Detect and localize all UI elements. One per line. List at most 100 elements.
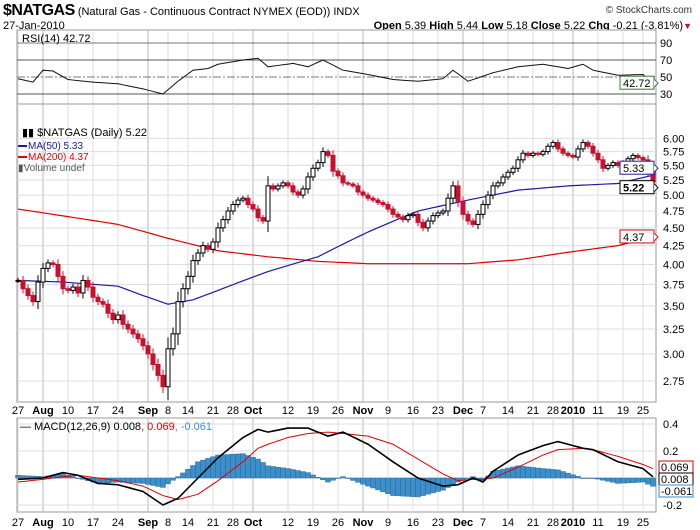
x-tick-label: 19: [307, 517, 319, 529]
x-tick-label: 12: [282, 405, 294, 417]
histogram-bar: [25, 475, 31, 479]
x-tick-label: 7: [480, 517, 486, 529]
candle-body: [335, 170, 341, 177]
candle-body: [410, 213, 416, 217]
candle-body: [430, 215, 436, 222]
candle-body: [95, 296, 101, 303]
histogram-bar: [350, 477, 356, 481]
candle-body: [575, 148, 581, 158]
candle: [170, 327, 176, 356]
candle: [310, 164, 316, 181]
histogram-bar: [295, 470, 301, 479]
candle-body: [60, 275, 66, 290]
candle: [185, 271, 191, 295]
candle-body: [450, 185, 456, 199]
histogram-bar: [190, 465, 196, 479]
histogram-bar: [605, 477, 611, 482]
open-value: 5.39: [404, 20, 427, 32]
x-tick-label: 21: [207, 517, 219, 529]
candle: [405, 212, 411, 223]
x-tick-label: 21: [527, 405, 539, 417]
candle: [465, 210, 471, 225]
open-label: Open: [373, 20, 402, 32]
rsi-value-tag-text: 42.72: [623, 78, 651, 90]
histogram-bar: [405, 477, 411, 497]
candle: [515, 156, 521, 173]
candle: [15, 277, 21, 283]
candle-body: [435, 212, 441, 217]
candle-body: [115, 314, 121, 321]
candle-body: [155, 363, 161, 376]
price-panel: [16, 103, 657, 403]
candle: [525, 151, 531, 158]
candle: [230, 201, 236, 215]
candle-body: [635, 154, 641, 159]
histogram-bar: [135, 477, 141, 484]
low-value: 5.18: [506, 20, 528, 32]
candle: [435, 210, 441, 219]
price-y-tick-label: 3.50: [663, 301, 684, 313]
x-tick-label: 19: [617, 405, 629, 417]
histogram-bar: [330, 477, 336, 481]
candle: [75, 283, 81, 297]
x-tick-label: 28: [227, 517, 239, 529]
histogram-bar: [170, 477, 176, 481]
candle-body: [210, 241, 216, 250]
candle: [250, 201, 256, 213]
candle: [585, 140, 591, 149]
price-y-tick-label: 6.00: [663, 133, 684, 145]
candle: [420, 219, 426, 232]
candle: [545, 143, 551, 155]
candle-body: [40, 267, 46, 283]
rsi-y-tick-label: 70: [660, 55, 672, 67]
candle-body: [150, 353, 156, 365]
x-tick-label: 9: [385, 405, 391, 417]
candle: [605, 163, 611, 171]
histogram-bar: [290, 469, 296, 479]
rsi-value-tag-pointer: [653, 78, 659, 88]
histogram-bar: [75, 477, 81, 479]
histogram-bar: [160, 477, 166, 488]
candle: [560, 146, 566, 156]
change-value: -0.21 (-3.81%): [612, 20, 684, 32]
x-tick-label: Oct: [244, 405, 263, 417]
candle-body: [170, 333, 176, 350]
candle: [450, 181, 456, 204]
histogram-bar: [365, 477, 371, 487]
histogram-bar: [440, 477, 446, 491]
candle: [45, 259, 51, 273]
x-tick-label: 14: [502, 517, 514, 529]
candle-body: [235, 199, 241, 206]
candle: [440, 208, 446, 216]
candle-body: [465, 213, 471, 222]
candle: [70, 283, 76, 294]
macd-y-tick-label: 0.4: [663, 419, 678, 431]
candle: [365, 192, 371, 201]
high-label: High: [429, 20, 454, 32]
candle-body: [375, 199, 381, 204]
candle: [55, 259, 61, 282]
candle: [255, 205, 261, 222]
histogram-value-tag-text: -0.061: [661, 486, 692, 498]
x-tick-label: Dec: [453, 517, 473, 529]
candle-body: [255, 208, 261, 219]
x-tick-label: 23: [432, 517, 444, 529]
candle-body: [290, 185, 296, 193]
candle-body: [495, 182, 501, 187]
candle-body: [440, 210, 446, 214]
x-tick-label: 16: [407, 405, 419, 417]
histogram-bar: [465, 477, 471, 479]
x-tick-label: 11: [592, 405, 603, 417]
candle-body: [390, 208, 396, 215]
price-y-tick-label: 4.75: [663, 206, 684, 218]
candle: [390, 205, 396, 218]
histogram-bar: [565, 472, 571, 479]
candle: [150, 348, 156, 371]
candle: [110, 308, 116, 324]
candle-body: [50, 262, 56, 265]
candle-body: [610, 162, 616, 166]
candle-body: [510, 167, 516, 173]
candle-body: [355, 185, 361, 193]
candle: [370, 195, 376, 203]
histogram-bar: [570, 474, 576, 479]
